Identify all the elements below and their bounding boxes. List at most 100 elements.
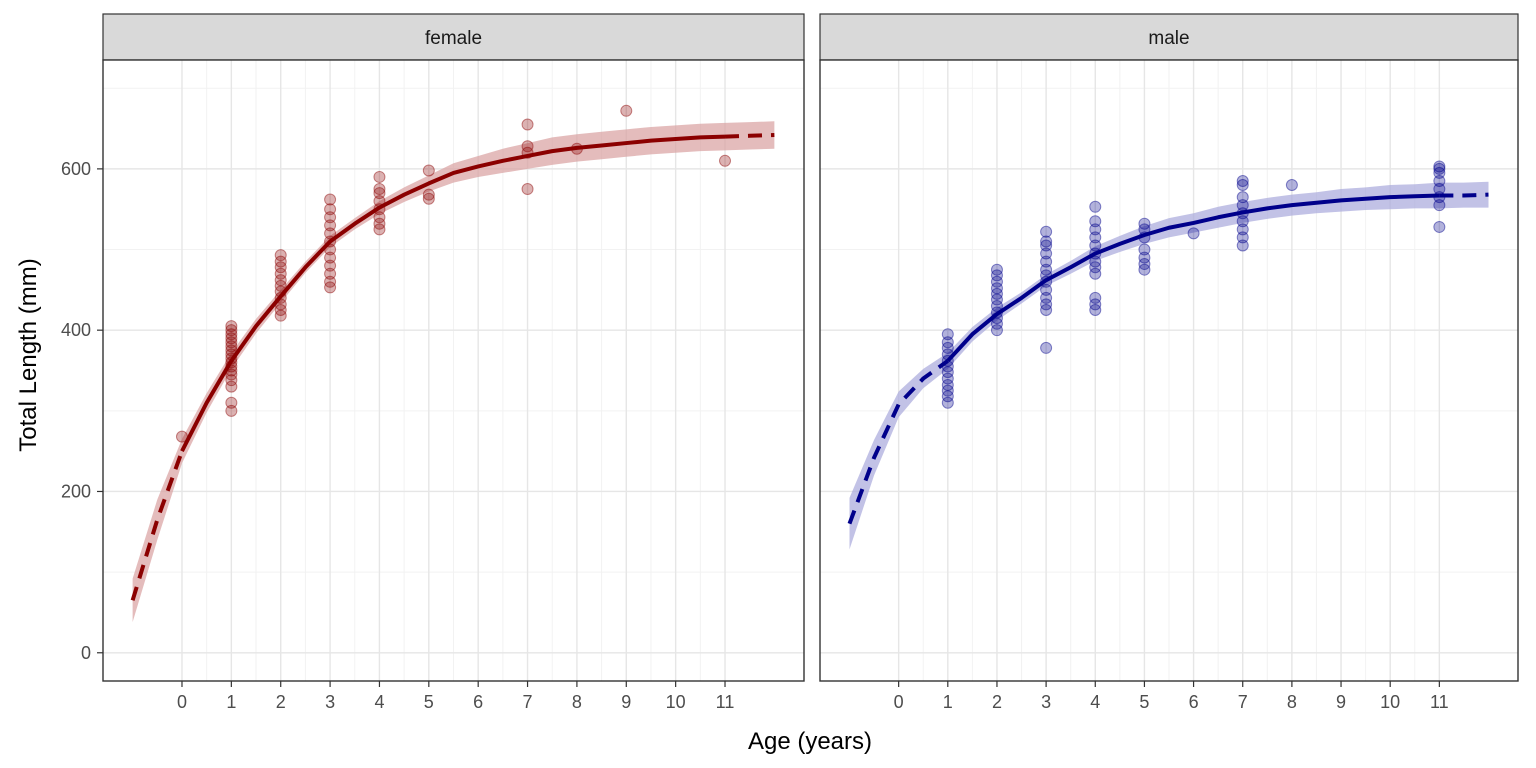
data-point [274,309,287,322]
data-point [274,261,287,274]
data-point [1089,255,1102,268]
x-tick-label: 2 [276,692,286,712]
data-point [1089,304,1102,317]
data-point [373,217,386,230]
data-point [422,192,435,205]
data-point [990,287,1003,300]
data-point [1040,283,1053,296]
fit-line-extrapolated-low [130,450,184,601]
data-point [1236,223,1249,236]
data-point [1040,263,1053,276]
data-point [225,368,238,381]
data-point [1433,174,1446,187]
data-point [225,332,238,345]
data-point [1433,220,1446,233]
x-tick-label: 1 [943,692,953,712]
fit-line-observed [180,134,726,453]
data-point [1040,291,1053,304]
data-point [1089,239,1102,252]
data-point [521,140,534,153]
y-tick-label: 600 [61,159,91,179]
data-point [990,293,1003,306]
data-point [521,183,534,196]
x-tick-label: 5 [424,692,434,712]
x-tick-label: 0 [177,692,187,712]
strip-header [102,13,805,61]
data-point [1138,217,1151,230]
data-point [1040,341,1053,354]
data-point [1089,267,1102,280]
data-point [941,384,954,397]
data-point [990,275,1003,288]
panel-border [102,59,805,682]
data-point [274,267,287,280]
data-point [990,317,1003,330]
x-tick-label: 6 [473,692,483,712]
data-point [324,193,337,206]
x-tick-label: 10 [1380,692,1400,712]
data-point [1236,174,1249,187]
data-point [225,340,238,353]
data-point [1236,179,1249,192]
data-point [324,259,337,272]
x-tick-label: 10 [666,692,686,712]
data-point [324,227,337,240]
data-point [1040,304,1053,317]
fit-line-observed [946,193,1440,363]
data-point [990,263,1003,276]
data-point [225,374,238,387]
data-point [941,336,954,349]
data-point [1040,225,1053,238]
panel-female: female 0 1 2 3 4 5 6 7 8 9 10 11 0 200 400 600 [61,13,805,712]
data-point [990,299,1003,312]
data-point [1433,199,1446,212]
x-tick-label: 9 [1336,692,1346,712]
y-tick-label: 0 [81,643,91,663]
data-point [1040,235,1053,248]
data-point [1138,263,1151,276]
panel-border [819,59,1519,682]
data-point [225,404,238,417]
data-point [1089,231,1102,244]
data-point [324,203,337,216]
data-point [1040,247,1053,260]
data-point [225,324,238,337]
x-tick-label: 11 [716,692,735,712]
data-point [274,304,287,317]
data-point [274,249,287,262]
x-tick-label: 0 [894,692,904,712]
data-point [324,251,337,264]
data-point [274,274,287,287]
data-point [225,320,238,333]
data-point [941,396,954,409]
data-point [1187,227,1200,240]
x-tick-label: 3 [325,692,335,712]
data-point [1040,255,1053,268]
data-point [1236,191,1249,204]
data-point [1089,298,1102,311]
x-tick-label: 6 [1189,692,1199,712]
panel-male: male 0 1 2 3 4 5 6 7 8 9 10 11 [819,13,1519,712]
data-point [373,187,386,200]
fit-line-extrapolated-low [847,359,949,525]
y-tick-label: 200 [61,481,91,501]
x-tick-label: 3 [1041,692,1051,712]
data-point [1236,239,1249,252]
data-point [1285,179,1298,192]
x-tick-label: 7 [1238,692,1248,712]
data-point [1040,239,1053,252]
x-tick-label: 9 [621,692,631,712]
data-point [324,281,337,294]
data-point [373,170,386,183]
data-point [1138,243,1151,256]
data-point [990,282,1003,295]
data-point [941,341,954,354]
data-point [941,372,954,385]
data-point [225,380,238,393]
x-tick-label: 2 [992,692,1002,712]
x-tick-label: 5 [1139,692,1149,712]
data-point [620,104,633,117]
data-point [1433,162,1446,175]
x-axis-title: Age (years) [748,728,872,755]
